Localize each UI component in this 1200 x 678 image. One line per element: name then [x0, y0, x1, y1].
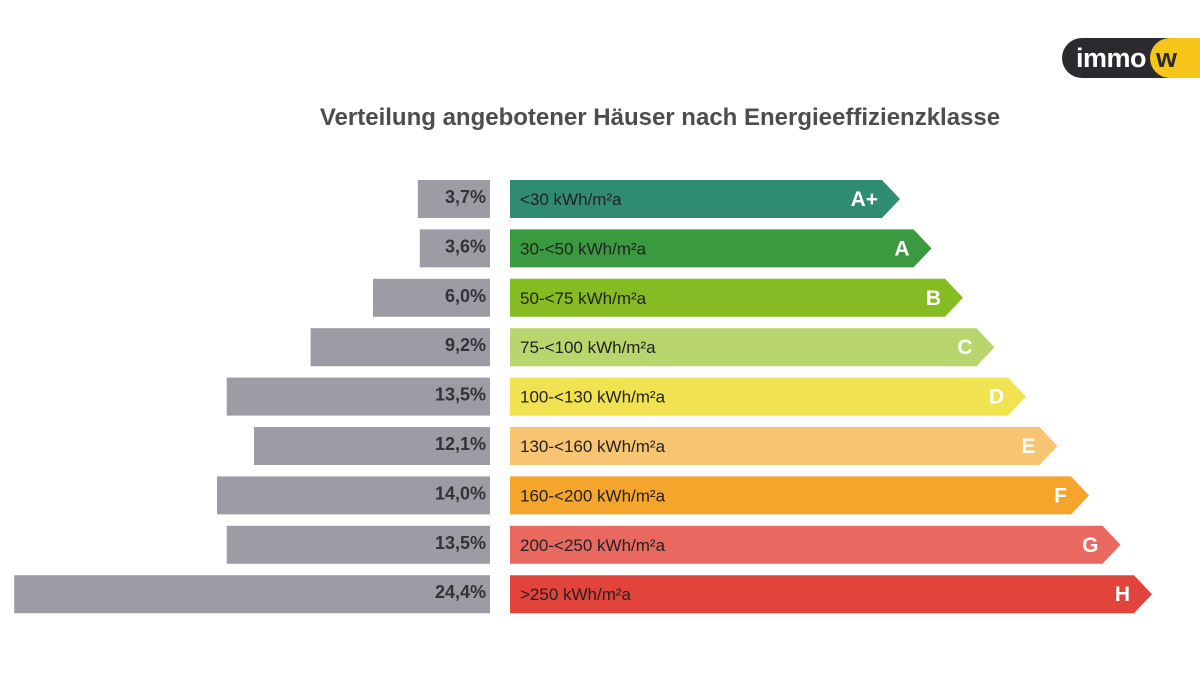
class-arrow-h: [510, 575, 1152, 614]
class-arrow-f: [510, 476, 1089, 515]
range-label: 30-<50 kWh/m²a: [520, 239, 647, 258]
value-label: 13,5%: [435, 533, 486, 553]
class-letter: E: [1021, 435, 1035, 458]
range-label: 130-<160 kWh/m²a: [520, 437, 666, 456]
class-letter: F: [1054, 484, 1067, 507]
value-label: 3,7%: [445, 187, 486, 207]
class-letter: A+: [851, 188, 878, 211]
class-letter: B: [926, 287, 941, 310]
class-arrow-c: [510, 328, 995, 367]
value-label: 9,2%: [445, 335, 486, 355]
class-letter: A: [894, 237, 909, 260]
value-label: 14,0%: [435, 483, 486, 503]
class-arrow-a: [510, 229, 932, 268]
value-bar-c: [310, 328, 490, 367]
range-label: 50-<75 kWh/m²a: [520, 289, 647, 308]
value-label: 12,1%: [435, 434, 486, 454]
value-label: 3,6%: [445, 236, 486, 256]
range-label: 200-<250 kWh/m²a: [520, 536, 666, 555]
value-bar-d: [226, 377, 490, 416]
range-label: 75-<100 kWh/m²a: [520, 338, 656, 357]
range-label: 100-<130 kWh/m²a: [520, 388, 666, 407]
value-bar-e: [254, 427, 490, 465]
range-label: >250 kWh/m²a: [520, 585, 632, 604]
value-bar-b: [373, 278, 490, 317]
logo-yellow-block: w: [1150, 38, 1200, 78]
class-arrow-e: [510, 427, 1058, 465]
class-letter: C: [957, 336, 972, 359]
value-bar-f: [217, 476, 490, 515]
logo-text-immo: immo: [1076, 42, 1147, 73]
value-bar-aplus: [417, 180, 490, 218]
class-arrow-d: [510, 377, 1026, 416]
logo-text-w: w: [1156, 42, 1178, 73]
class-arrow-b: [510, 278, 963, 317]
class-letter: G: [1082, 534, 1098, 557]
value-bar-g: [226, 525, 490, 564]
class-letter: D: [989, 386, 1004, 409]
value-bar-h: [14, 575, 490, 614]
chart-title: Verteilung angebotener Häuser nach Energ…: [319, 104, 1001, 131]
value-label: 24,4%: [435, 582, 486, 602]
range-label: 160-<200 kWh/m²a: [520, 486, 666, 505]
value-label: 6,0%: [445, 286, 486, 306]
immowelt-logo: immo w: [1062, 38, 1200, 78]
class-arrow-aplus: [510, 180, 900, 218]
range-label: <30 kWh/m²a: [520, 190, 622, 209]
class-letter: H: [1115, 583, 1130, 606]
value-label: 13,5%: [435, 385, 486, 405]
class-arrow-g: [510, 525, 1121, 564]
value-bar-a: [419, 229, 490, 268]
